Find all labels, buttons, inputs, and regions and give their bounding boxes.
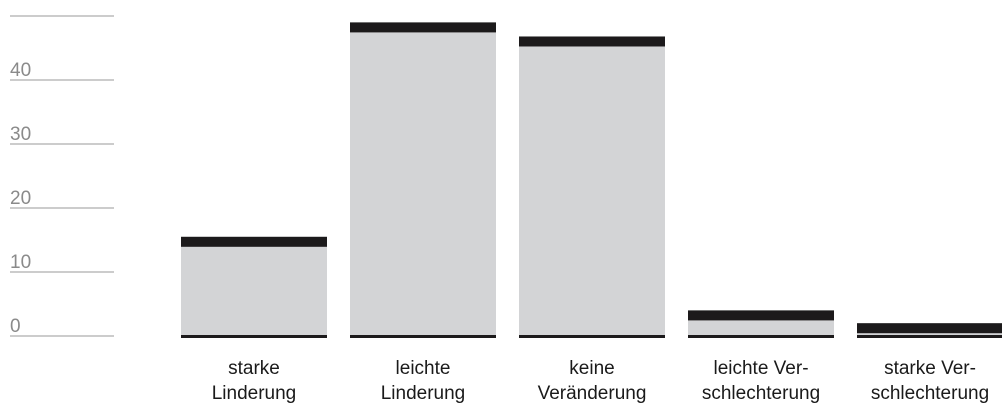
- y-tick-label: 10: [10, 252, 31, 273]
- bar-cap: [688, 310, 834, 321]
- bar-base: [350, 335, 496, 338]
- category-label: leichte Ver-schlechterung: [702, 358, 820, 404]
- bar: [181, 236, 327, 338]
- category-label-line: Linderung: [212, 383, 297, 404]
- bar-base: [519, 335, 665, 338]
- category-label-line: schlechterung: [702, 383, 820, 404]
- category-label: starke Ver-schlechterung: [871, 358, 989, 404]
- category-label-line: leichte: [396, 358, 451, 379]
- bar-body: [350, 22, 496, 337]
- category-label-line: starke Ver-: [884, 358, 976, 379]
- category-label-line: leichte Ver-: [713, 358, 808, 379]
- bars: [181, 22, 1002, 338]
- y-tick-label: 30: [10, 124, 31, 145]
- y-tick-label: 0: [10, 316, 21, 337]
- y-tick-label: 20: [10, 188, 31, 209]
- bar-cap: [857, 323, 1002, 334]
- category-label-line: Veränderung: [538, 383, 647, 404]
- bar-cap: [519, 36, 665, 47]
- bar-base: [688, 335, 834, 338]
- category-label-line: starke: [228, 358, 280, 379]
- bar: [688, 310, 834, 338]
- category-label-line: keine: [569, 358, 614, 379]
- category-label: starke Linderung: [212, 358, 297, 404]
- x-axis-labels: starke Linderung leichte Linderung keine Verä…: [212, 358, 989, 404]
- bar-cap: [350, 22, 496, 33]
- bar: [519, 36, 665, 338]
- category-label: keine Veränderung: [538, 358, 647, 404]
- category-label-line: Linderung: [381, 383, 466, 404]
- bar-body: [519, 36, 665, 336]
- bar-base: [857, 335, 1002, 338]
- y-axis: 0 10 20 30 40: [10, 15, 114, 337]
- bar: [350, 22, 496, 338]
- y-tick-label: 40: [10, 60, 31, 81]
- bar-cap: [181, 236, 327, 247]
- category-label: leichte Linderung: [381, 358, 466, 404]
- bar: [857, 323, 1002, 338]
- bar-body: [181, 236, 327, 336]
- category-label-line: schlechterung: [871, 383, 989, 404]
- bar-base: [181, 335, 327, 338]
